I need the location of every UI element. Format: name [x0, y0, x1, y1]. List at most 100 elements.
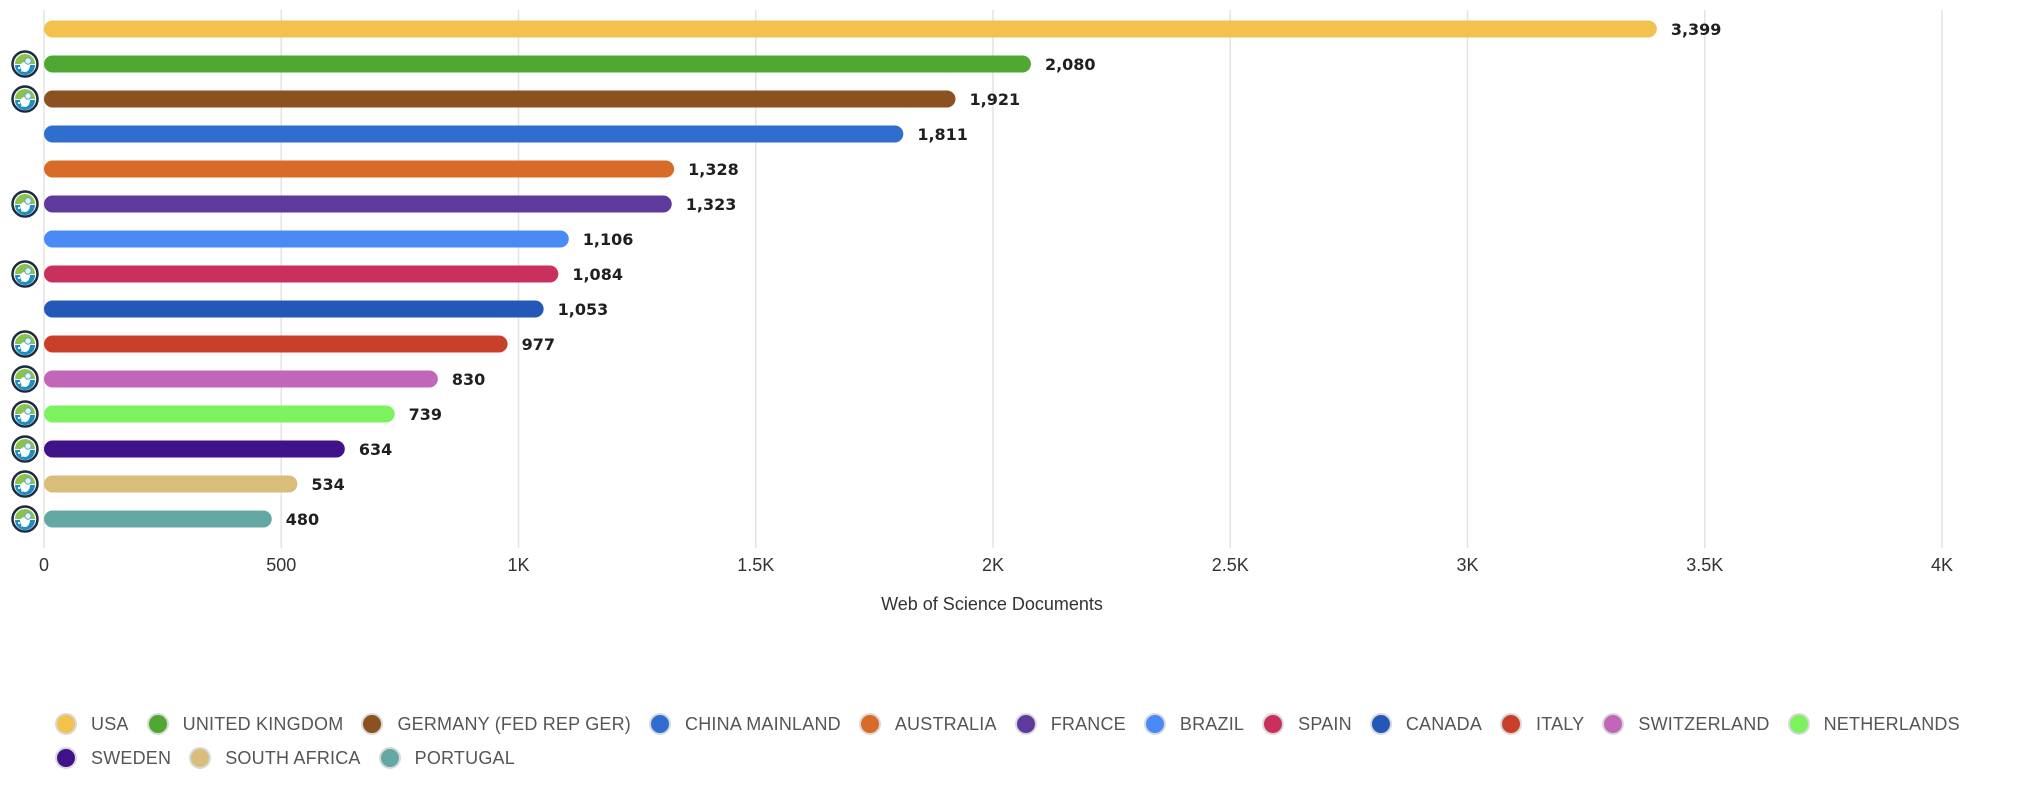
open-access-globe-icon[interactable] [11, 50, 39, 78]
bar[interactable] [44, 300, 544, 318]
bar[interactable] [44, 335, 508, 353]
data-label: 1,053 [558, 300, 609, 319]
data-label: 977 [522, 335, 555, 354]
data-label: 1,921 [970, 90, 1021, 109]
legend-label: ITALY [1536, 713, 1585, 734]
legend-label: BRAZIL [1179, 713, 1245, 734]
legend-label: PORTUGAL [414, 747, 515, 768]
data-label: 1,323 [686, 195, 737, 214]
legend-swatch [858, 713, 881, 735]
x-tick-label: 1.5K [737, 555, 774, 575]
legend-item[interactable]: AUSTRALIA [858, 712, 997, 736]
legend-item[interactable]: PORTUGAL [378, 746, 515, 770]
x-tick-label: 2K [982, 555, 1004, 575]
legend-item[interactable]: GERMANY (FED REP GER) [361, 712, 631, 736]
legend-swatch [146, 713, 169, 735]
legend-label: UNITED KINGDOM [182, 713, 344, 734]
bar[interactable] [44, 405, 395, 423]
open-access-globe-icon[interactable] [11, 400, 39, 428]
data-label: 634 [359, 440, 392, 459]
legend-item[interactable]: BRAZIL [1143, 712, 1245, 736]
legend-swatch [378, 747, 401, 769]
data-label: 1,328 [688, 160, 739, 179]
data-label: 1,106 [583, 230, 634, 249]
open-access-globe-icon[interactable] [11, 470, 39, 498]
x-tick-label: 0 [39, 555, 49, 575]
bars [44, 20, 1657, 528]
x-axis-title: Web of Science Documents [881, 594, 1103, 614]
open-access-globe-icon[interactable] [11, 85, 39, 113]
legend-swatch [1787, 713, 1810, 735]
legend-swatch [1143, 713, 1166, 735]
legend-swatch [1369, 713, 1392, 735]
x-tick-label: 3.5K [1686, 555, 1723, 575]
bar[interactable] [44, 510, 272, 528]
data-label: 3,399 [1671, 20, 1722, 39]
data-label: 830 [452, 370, 485, 389]
legend-swatch [55, 713, 77, 735]
data-label: 739 [409, 405, 442, 424]
open-access-globe-icon[interactable] [11, 435, 39, 463]
legend-label: FRANCE [1050, 713, 1126, 734]
legend-swatch [1014, 713, 1037, 735]
legend: USA UNITED KINGDOM GERMANY (FED REP GER) CH… [55, 712, 2015, 770]
bar[interactable] [44, 160, 675, 178]
open-access-globe-icon[interactable] [11, 190, 39, 218]
legend-swatch [1262, 713, 1285, 735]
legend-item[interactable]: UNITED KINGDOM [146, 712, 344, 736]
bar[interactable] [44, 55, 1031, 73]
bar[interactable] [44, 230, 569, 248]
x-axis-ticks: 0 500 1K 1.5K 2K 2.5K 3K 3.5K 4K [39, 555, 1953, 575]
badges [11, 50, 39, 533]
legend-label: USA [91, 713, 129, 734]
legend-item[interactable]: SOUTH AFRICA [189, 746, 360, 770]
bar[interactable] [44, 265, 559, 283]
legend-label: SWITZERLAND [1638, 713, 1770, 734]
legend-label: GERMANY (FED REP GER) [397, 713, 632, 734]
legend-swatch [649, 713, 672, 735]
legend-item[interactable]: ITALY [1500, 712, 1584, 736]
legend-item[interactable]: USA [55, 712, 129, 736]
x-tick-label: 2.5K [1212, 555, 1249, 575]
bar[interactable] [44, 195, 672, 213]
open-access-globe-icon[interactable] [11, 505, 39, 533]
open-access-globe-icon[interactable] [11, 365, 39, 393]
data-label: 480 [286, 510, 319, 529]
data-label: 1,084 [572, 265, 623, 284]
open-access-globe-icon[interactable] [11, 330, 39, 358]
legend-swatch [1500, 713, 1523, 735]
legend-label: SOUTH AFRICA [225, 747, 361, 768]
legend-item[interactable]: SPAIN [1262, 712, 1352, 736]
legend-label: CHINA MAINLAND [685, 713, 841, 734]
x-tick-label: 3K [1456, 555, 1478, 575]
legend-label: SPAIN [1298, 713, 1352, 734]
legend-swatch [1602, 713, 1625, 735]
legend-swatch [361, 713, 384, 735]
legend-label: AUSTRALIA [894, 713, 997, 734]
bar[interactable] [44, 475, 298, 493]
x-tick-label: 500 [266, 555, 296, 575]
legend-item[interactable]: SWEDEN [55, 746, 171, 770]
data-label: 534 [311, 475, 344, 494]
x-tick-label: 1K [507, 555, 529, 575]
legend-item[interactable]: CHINA MAINLAND [649, 712, 841, 736]
legend-item[interactable]: FRANCE [1014, 712, 1126, 736]
open-access-globe-icon[interactable] [11, 260, 39, 288]
bar[interactable] [44, 90, 956, 108]
legend-label: NETHERLANDS [1823, 713, 1960, 734]
bar[interactable] [44, 125, 904, 143]
bar[interactable] [44, 370, 438, 388]
bar[interactable] [44, 20, 1657, 38]
legend-item[interactable]: CANADA [1369, 712, 1483, 736]
data-label: 1,811 [917, 125, 968, 144]
legend-label: CANADA [1405, 713, 1483, 734]
bar[interactable] [44, 440, 345, 458]
legend-label: SWEDEN [91, 747, 172, 768]
x-tick-label: 4K [1931, 555, 1953, 575]
legend-item[interactable]: NETHERLANDS [1787, 712, 1960, 736]
data-label: 2,080 [1045, 55, 1096, 74]
legend-item[interactable]: SWITZERLAND [1602, 712, 1769, 736]
legend-swatch [55, 747, 77, 769]
